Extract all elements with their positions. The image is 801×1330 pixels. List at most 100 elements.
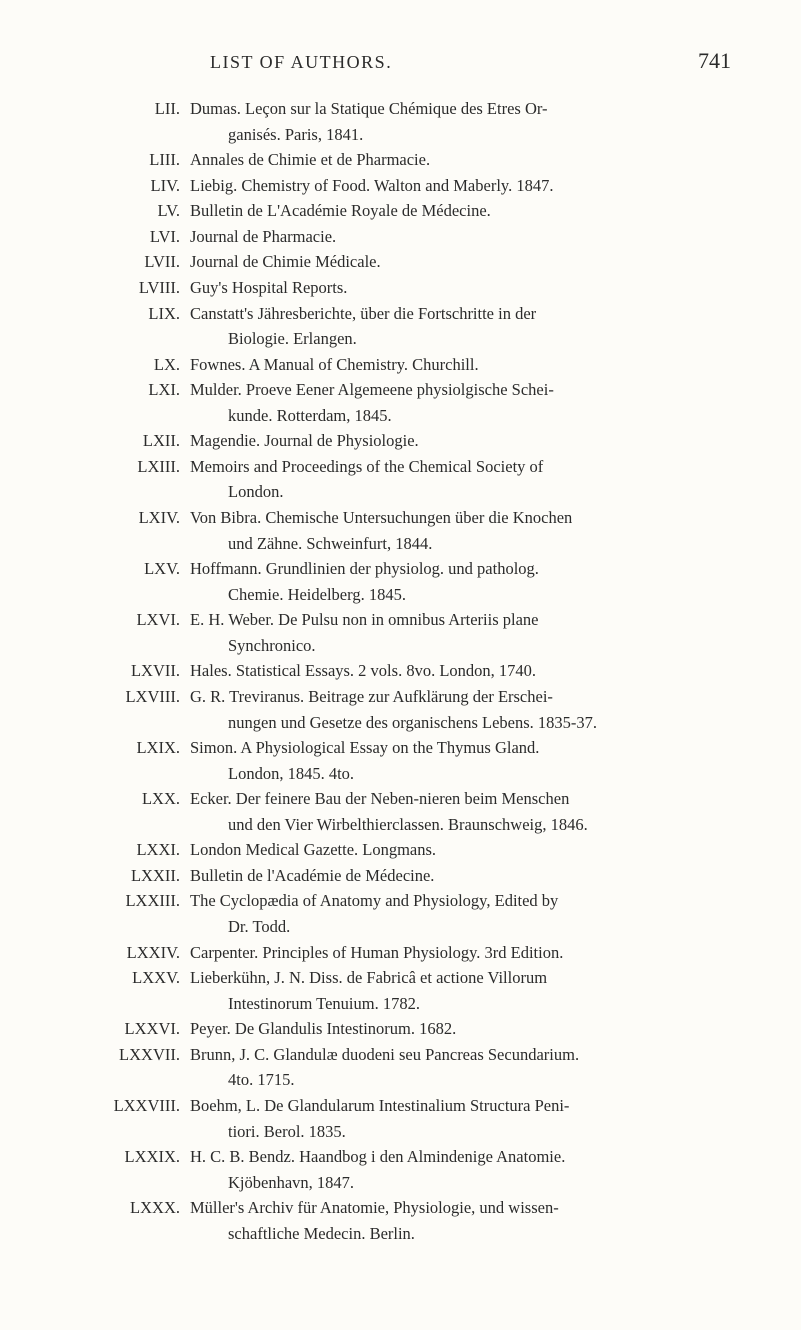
list-entry: LIX.Canstatt's Jähresberichte, über die …: [70, 301, 741, 352]
entry-description: Boehm, L. De Glandularum Intestinalium S…: [190, 1093, 741, 1144]
entry-description: Peyer. De Glandulis Intestinorum. 1682.: [190, 1016, 741, 1042]
entry-line: Müller's Archiv für Anatomie, Physiologi…: [190, 1198, 559, 1217]
entry-number: LXVIII.: [70, 684, 190, 735]
entries-list: LII.Dumas. Leçon sur la Statique Chémiqu…: [70, 96, 741, 1246]
entry-line-continuation: Synchronico.: [190, 633, 741, 659]
entry-description: Von Bibra. Chemische Untersuchungen über…: [190, 505, 741, 556]
entry-description: Journal de Chimie Médicale.: [190, 249, 741, 275]
entry-line-continuation: und Zähne. Schweinfurt, 1844.: [190, 531, 741, 557]
entry-number: LXVI.: [70, 607, 190, 658]
entry-line: Memoirs and Proceedings of the Chemical …: [190, 457, 543, 476]
entry-line: Bulletin de l'Académie de Médecine.: [190, 866, 434, 885]
entry-line: Magendie. Journal de Physiologie.: [190, 431, 419, 450]
list-entry: LXII.Magendie. Journal de Physiologie.: [70, 428, 741, 454]
entry-line: Fownes. A Manual of Chemistry. Churchill…: [190, 355, 479, 374]
list-entry: LXXVII.Brunn, J. C. Glandulæ duodeni seu…: [70, 1042, 741, 1093]
entry-line-continuation: Intestinorum Tenuium. 1782.: [190, 991, 741, 1017]
list-entry: LXXVI.Peyer. De Glandulis Intestinorum. …: [70, 1016, 741, 1042]
entry-description: Lieberkühn, J. N. Diss. de Fabricâ et ac…: [190, 965, 741, 1016]
entry-line: Guy's Hospital Reports.: [190, 278, 347, 297]
entry-number: LIX.: [70, 301, 190, 352]
entry-number: LXVII.: [70, 658, 190, 684]
list-entry: LXXX.Müller's Archiv für Anatomie, Physi…: [70, 1195, 741, 1246]
list-entry: LV.Bulletin de L'Académie Royale de Méde…: [70, 198, 741, 224]
list-entry: LXX.Ecker. Der feinere Bau der Neben-nie…: [70, 786, 741, 837]
entry-line: H. C. B. Bendz. Haandbog i den Almindeni…: [190, 1147, 565, 1166]
entry-description: Bulletin de L'Académie Royale de Médecin…: [190, 198, 741, 224]
entry-line: The Cyclopædia of Anatomy and Physiology…: [190, 891, 558, 910]
page-header: LIST OF AUTHORS. 741: [70, 48, 741, 74]
entry-line-continuation: und den Vier Wirbelthierclassen. Braunsc…: [190, 812, 741, 838]
entry-number: LVIII.: [70, 275, 190, 301]
entry-description: Journal de Pharmacie.: [190, 224, 741, 250]
entry-line-continuation: Dr. Todd.: [190, 914, 741, 940]
entry-line-continuation: schaftliche Medecin. Berlin.: [190, 1221, 741, 1247]
entry-number: LXX.: [70, 786, 190, 837]
list-entry: LXXIV.Carpenter. Principles of Human Phy…: [70, 940, 741, 966]
entry-description: Hales. Statistical Essays. 2 vols. 8vo. …: [190, 658, 741, 684]
entry-description: Hoffmann. Grundlinien der physiolog. und…: [190, 556, 741, 607]
entry-line: Ecker. Der feinere Bau der Neben-nieren …: [190, 789, 569, 808]
entry-line: Hales. Statistical Essays. 2 vols. 8vo. …: [190, 661, 536, 680]
entry-description: Annales de Chimie et de Pharmacie.: [190, 147, 741, 173]
page-number: 741: [698, 48, 731, 74]
list-entry: LXVI.E. H. Weber. De Pulsu non in omnibu…: [70, 607, 741, 658]
entry-line-continuation: London, 1845. 4to.: [190, 761, 741, 787]
list-entry: LVI.Journal de Pharmacie.: [70, 224, 741, 250]
list-entry: LXXIII.The Cyclopædia of Anatomy and Phy…: [70, 888, 741, 939]
entry-number: LX.: [70, 352, 190, 378]
entry-description: Magendie. Journal de Physiologie.: [190, 428, 741, 454]
entry-number: LXI.: [70, 377, 190, 428]
entry-number: LII.: [70, 96, 190, 147]
list-entry: LXXII.Bulletin de l'Académie de Médecine…: [70, 863, 741, 889]
list-entry: LVII.Journal de Chimie Médicale.: [70, 249, 741, 275]
entry-number: LXXVI.: [70, 1016, 190, 1042]
entry-line: Bulletin de L'Académie Royale de Médecin…: [190, 201, 491, 220]
entry-number: LXXII.: [70, 863, 190, 889]
entry-line: Canstatt's Jähresberichte, über die Fort…: [190, 304, 536, 323]
entry-description: The Cyclopædia of Anatomy and Physiology…: [190, 888, 741, 939]
list-entry: LXIV.Von Bibra. Chemische Untersuchungen…: [70, 505, 741, 556]
entry-line: Boehm, L. De Glandularum Intestinalium S…: [190, 1096, 569, 1115]
entry-line: Journal de Chimie Médicale.: [190, 252, 381, 271]
entry-line-continuation: kunde. Rotterdam, 1845.: [190, 403, 741, 429]
entry-number: LXXIX.: [70, 1144, 190, 1195]
entry-line-continuation: London.: [190, 479, 741, 505]
entry-description: Canstatt's Jähresberichte, über die Fort…: [190, 301, 741, 352]
page: LIST OF AUTHORS. 741 LII.Dumas. Leçon su…: [0, 0, 801, 1330]
entry-description: E. H. Weber. De Pulsu non in omnibus Art…: [190, 607, 741, 658]
list-entry: LII.Dumas. Leçon sur la Statique Chémiqu…: [70, 96, 741, 147]
entry-number: LXIV.: [70, 505, 190, 556]
entry-number: LVII.: [70, 249, 190, 275]
entry-line-continuation: Biologie. Erlangen.: [190, 326, 741, 352]
entry-description: Memoirs and Proceedings of the Chemical …: [190, 454, 741, 505]
entry-line-continuation: nungen und Gesetze des organischens Lebe…: [190, 710, 741, 736]
list-entry: LIV.Liebig. Chemistry of Food. Walton an…: [70, 173, 741, 199]
entry-line: Peyer. De Glandulis Intestinorum. 1682.: [190, 1019, 456, 1038]
list-entry: LXXI.London Medical Gazette. Longmans.: [70, 837, 741, 863]
entry-line-continuation: Chemie. Heidelberg. 1845.: [190, 582, 741, 608]
entry-description: Carpenter. Principles of Human Physiolog…: [190, 940, 741, 966]
entry-number: LXXVIII.: [70, 1093, 190, 1144]
entry-description: London Medical Gazette. Longmans.: [190, 837, 741, 863]
entry-description: Ecker. Der feinere Bau der Neben-nieren …: [190, 786, 741, 837]
entry-line: Annales de Chimie et de Pharmacie.: [190, 150, 430, 169]
list-entry: LXVII.Hales. Statistical Essays. 2 vols.…: [70, 658, 741, 684]
entry-description: H. C. B. Bendz. Haandbog i den Almindeni…: [190, 1144, 741, 1195]
list-entry: LXXIX.H. C. B. Bendz. Haandbog i den Alm…: [70, 1144, 741, 1195]
entry-line: Lieberkühn, J. N. Diss. de Fabricâ et ac…: [190, 968, 547, 987]
entry-number: LIII.: [70, 147, 190, 173]
entry-line: London Medical Gazette. Longmans.: [190, 840, 436, 859]
entry-line: Von Bibra. Chemische Untersuchungen über…: [190, 508, 572, 527]
entry-line: Journal de Pharmacie.: [190, 227, 336, 246]
entry-number: LXXX.: [70, 1195, 190, 1246]
entry-line-continuation: ganisés. Paris, 1841.: [190, 122, 741, 148]
entry-number: LV.: [70, 198, 190, 224]
list-entry: LIII.Annales de Chimie et de Pharmacie.: [70, 147, 741, 173]
header-title: LIST OF AUTHORS.: [210, 52, 392, 73]
entry-number: LXIII.: [70, 454, 190, 505]
list-entry: LXVIII.G. R. Treviranus. Beitrage zur Au…: [70, 684, 741, 735]
entry-line: Dumas. Leçon sur la Statique Chémique de…: [190, 99, 548, 118]
entry-description: G. R. Treviranus. Beitrage zur Aufklärun…: [190, 684, 741, 735]
entry-line: Brunn, J. C. Glandulæ duodeni seu Pancre…: [190, 1045, 579, 1064]
